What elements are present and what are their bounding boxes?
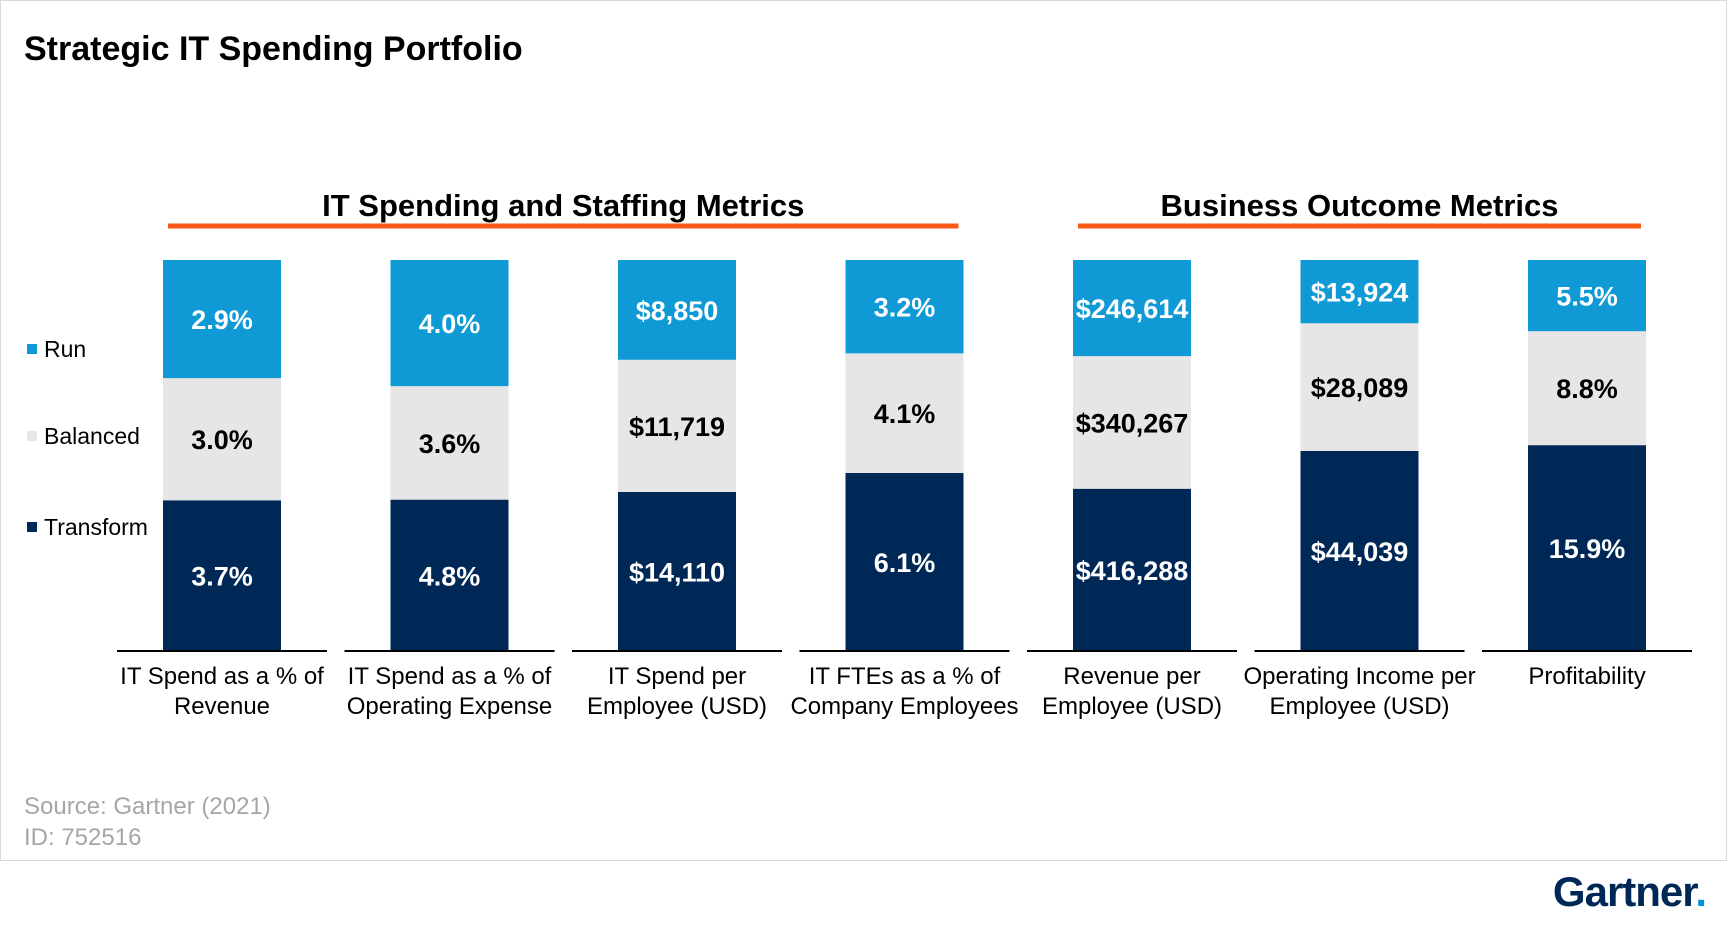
legend-label-run: Run [44,336,86,362]
bar-segment-run-5 [1073,260,1191,357]
bar-segment-transform-6 [1300,450,1419,651]
category-label-3-1: IT Spend per [608,663,746,690]
bar-segment-balanced-3 [618,359,736,492]
category-label-6-1: Operating Income per [1243,663,1475,690]
data-label-balanced-5: $340,267 [1076,408,1189,438]
brand-logo: Gartner. [1552,868,1707,916]
category-label-5-2: Employee (USD) [1042,693,1222,720]
data-label-balanced-4: 4.1% [874,399,936,429]
category-label-4-1: IT FTEs as a % of [809,663,1001,690]
bar-segment-run-6 [1300,260,1419,324]
data-label-transform-5: $416,288 [1076,556,1189,586]
brand-wordmark: Gartner [1552,868,1696,915]
data-label-run-4: 3.2% [874,293,936,323]
data-label-balanced-1: 3.0% [191,425,253,455]
category-label-4-2: Company Employees [790,693,1018,720]
bar-segment-balanced-5 [1073,356,1191,489]
brand-dot: . [1695,868,1707,915]
data-label-run-3: $8,850 [636,296,719,326]
category-label-2-2: Operating Expense [347,693,552,720]
category-label-3-2: Employee (USD) [587,693,767,720]
bar-segment-transform-1 [163,500,281,651]
category-label-1-2: Revenue [174,693,270,720]
bar-segment-run-7 [1528,260,1646,332]
bar-segment-run-2 [390,260,509,387]
legend-swatch-transform [27,522,37,532]
bar-segment-transform-5 [1073,488,1191,651]
figure-id: ID: 752516 [24,824,142,851]
data-label-transform-1: 3.7% [191,562,253,592]
bar-segment-balanced-6 [1300,323,1419,451]
bar-segment-transform-3 [618,491,736,651]
category-label-7-1: Profitability [1528,663,1645,690]
bar-segment-transform-7 [1528,445,1646,651]
bar-segment-run-1 [163,260,281,379]
data-label-transform-7: 15.9% [1549,534,1626,564]
data-label-run-2: 4.0% [419,309,481,339]
category-label-5-1: Revenue per [1063,663,1200,690]
legend-label-transform: Transform [44,514,148,540]
bar-segment-balanced-1 [163,378,281,501]
data-label-transform-4: 6.1% [874,548,936,578]
stacked-bar-chart: 3.7% 3.0% 2.9% IT Spend as a % of Revenue 4.8… [27,188,1692,720]
legend-label-balanced: Balanced [44,423,140,449]
source-note: Source: Gartner (2021) ID: 752516 [24,791,271,853]
bar-segment-transform-4 [845,473,964,651]
data-label-balanced-2: 3.6% [419,429,481,459]
data-label-balanced-6: $28,089 [1311,373,1409,403]
group-title-2: Business Outcome Metrics [1161,188,1559,223]
data-label-transform-3: $14,110 [629,557,725,587]
category-label-2-1: IT Spend as a % of [348,663,552,690]
bar-segment-balanced-2 [390,386,509,500]
data-label-run-1: 2.9% [191,305,253,335]
legend-swatch-run [27,344,37,354]
page-title: Strategic IT Spending Portfolio [24,30,523,68]
legend-swatch-balanced [27,431,37,441]
bar-segment-transform-2 [390,499,509,651]
source-text: Source: Gartner (2021) [24,793,271,820]
data-label-balanced-3: $11,719 [629,412,725,442]
data-label-balanced-7: 8.8% [1556,374,1618,404]
data-label-run-7: 5.5% [1556,282,1618,312]
bar-segment-run-4 [845,260,964,354]
category-label-6-2: Employee (USD) [1269,693,1449,720]
data-label-run-6: $13,924 [1311,278,1409,308]
bar-segment-balanced-7 [1528,331,1646,446]
category-label-1-1: IT Spend as a % of [120,663,324,690]
bar-segment-run-3 [618,260,736,360]
bar-segment-balanced-4 [845,353,964,474]
group-title-1: IT Spending and Staffing Metrics [322,188,804,223]
data-label-run-5: $246,614 [1076,294,1189,324]
data-label-transform-2: 4.8% [419,561,481,591]
data-label-transform-6: $44,039 [1311,537,1409,567]
